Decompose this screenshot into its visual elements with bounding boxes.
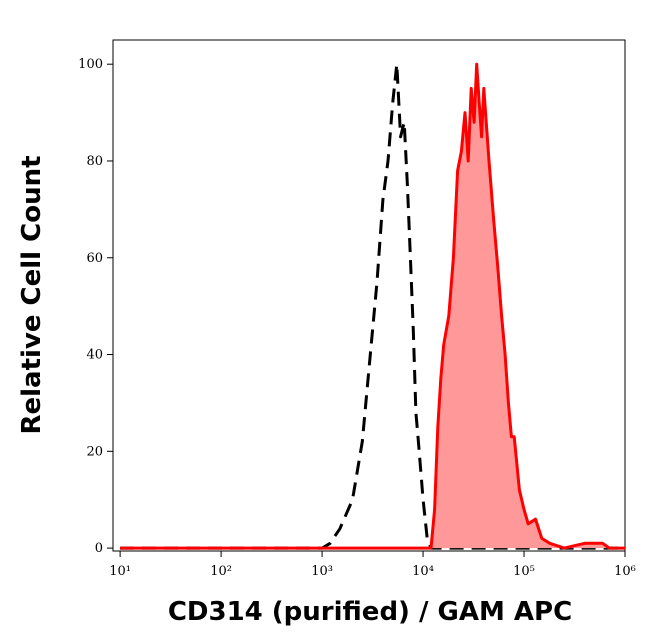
histogram-line <box>120 62 625 550</box>
histogram-line <box>120 62 625 550</box>
plot-frame <box>112 39 626 552</box>
y-tick-label: 20 <box>86 444 103 459</box>
x-tick-label: 10⁶ <box>614 564 636 579</box>
y-tick-label: 100 <box>78 57 103 72</box>
x-tick-label: 10⁵ <box>513 564 535 579</box>
y-tick-label: 80 <box>86 154 103 169</box>
x-axis-title: CD314 (purified) / GAM APC <box>168 597 572 627</box>
x-tick-label: 10⁴ <box>412 564 434 579</box>
x-tick-label: 10¹ <box>109 564 131 579</box>
y-tick-label: 0 <box>95 541 103 556</box>
y-axis-title: Relative Cell Count <box>17 155 47 434</box>
x-tick-label: 10² <box>210 564 232 579</box>
y-tick-label: 40 <box>86 348 103 363</box>
histogram-fill <box>120 64 625 549</box>
x-tick-label: 10³ <box>311 564 333 579</box>
y-tick-label: 60 <box>86 251 103 266</box>
